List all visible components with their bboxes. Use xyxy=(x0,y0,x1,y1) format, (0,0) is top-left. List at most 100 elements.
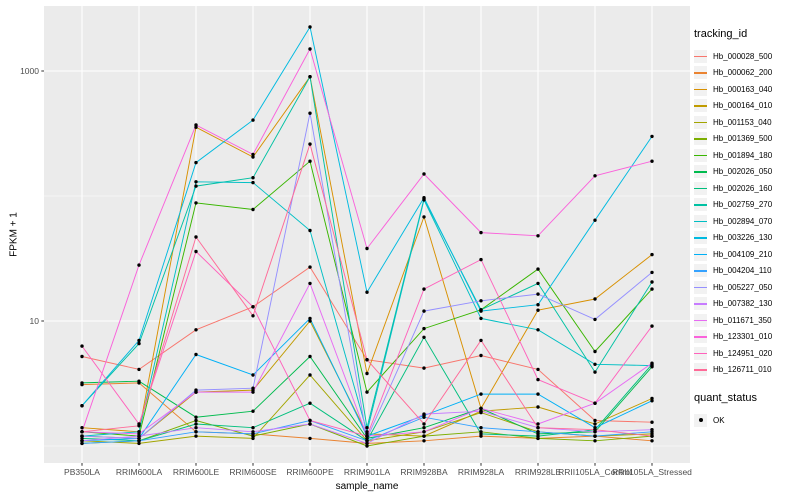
data-point xyxy=(650,420,654,424)
legend-item-label: Hb_004204_110 xyxy=(713,266,772,276)
data-point xyxy=(650,280,654,284)
data-point xyxy=(137,441,141,446)
data-point xyxy=(365,426,369,430)
data-point xyxy=(308,354,312,359)
legend-item-Hb_001894_180: Hb_001894_180 xyxy=(694,147,800,164)
legend-key xyxy=(694,264,707,278)
legend-key xyxy=(694,66,707,80)
legend-title-quant-status: quant_status xyxy=(694,392,757,404)
y-axis-title: FPKM + 1 xyxy=(8,212,20,257)
data-point xyxy=(137,439,141,443)
data-point xyxy=(194,328,198,332)
legend-item-Hb_002026_160: Hb_002026_160 xyxy=(694,180,800,197)
legend-item-label: Hb_000062_200 xyxy=(713,68,773,78)
legend-item-label: Hb_000028_500 xyxy=(713,51,773,61)
data-point xyxy=(422,196,426,200)
data-point xyxy=(479,426,483,430)
data-point xyxy=(593,418,597,423)
data-point xyxy=(194,418,198,423)
legend-item-label: Hb_000164_010 xyxy=(713,101,773,111)
data-point xyxy=(365,246,369,251)
data-point xyxy=(536,434,540,438)
data-point xyxy=(593,401,597,405)
data-point xyxy=(479,432,483,436)
legend-item-label: Hb_011671_350 xyxy=(713,315,772,325)
x-tick-label: RRIM600LE xyxy=(173,467,220,477)
data-point xyxy=(365,434,369,438)
data-point xyxy=(137,263,141,267)
data-point xyxy=(308,159,312,163)
legend-item-Hb_004109_210: Hb_004109_210 xyxy=(694,246,800,263)
data-point xyxy=(137,424,141,428)
legend-key xyxy=(694,330,707,344)
data-point xyxy=(422,287,426,291)
data-point xyxy=(650,428,654,432)
data-point xyxy=(650,252,654,257)
data-point xyxy=(650,270,654,275)
legend-item-label: Hb_002894_070 xyxy=(713,216,773,226)
x-tick-label: RRIM600SE xyxy=(229,467,277,477)
data-point xyxy=(536,328,540,332)
legend-item-Hb_007382_130: Hb_007382_130 xyxy=(694,296,800,313)
data-point xyxy=(80,426,84,430)
legend-item-label: Hb_002026_050 xyxy=(713,167,773,177)
data-point xyxy=(251,118,255,122)
legend-swatch-line xyxy=(694,55,707,58)
data-point xyxy=(194,123,198,127)
data-point xyxy=(422,309,426,313)
legend-key xyxy=(694,49,707,63)
data-point xyxy=(194,184,198,188)
legend-item-Hb_124951_020: Hb_124951_020 xyxy=(694,345,800,362)
legend-key xyxy=(694,181,707,195)
data-point xyxy=(194,434,198,438)
data-point xyxy=(422,426,426,430)
data-point xyxy=(536,405,540,409)
data-point xyxy=(80,354,84,359)
legend-item-label: Hb_123301_010 xyxy=(713,332,773,342)
data-point xyxy=(365,390,369,394)
legend-item-label: Hb_007382_130 xyxy=(713,299,773,309)
legend-item-Hb_011671_350: Hb_011671_350 xyxy=(694,312,800,329)
data-point xyxy=(650,134,654,139)
data-point xyxy=(593,428,597,432)
data-point xyxy=(251,305,255,309)
data-point xyxy=(308,142,312,146)
legend-swatch-line xyxy=(694,352,707,355)
data-point xyxy=(650,361,654,365)
legend-key xyxy=(694,115,707,129)
data-point xyxy=(194,249,198,254)
axes: 10 1000 PB350LA RRIM600LA RRIM600LE RRIM600SE… xyxy=(20,66,692,477)
gridlines xyxy=(44,6,690,463)
legend-item-label: Hb_002026_160 xyxy=(713,183,773,193)
data-point xyxy=(650,439,654,443)
data-point xyxy=(593,422,597,426)
data-point xyxy=(308,319,312,323)
legend-swatch-line xyxy=(694,369,707,371)
legend-panel: tracking_id Hb_000028_500 Hb_000062_200 Hb… xyxy=(694,28,800,429)
data-point xyxy=(365,430,369,434)
data-point xyxy=(80,404,84,408)
data-point xyxy=(80,441,84,446)
legend-item-label: OK xyxy=(713,415,725,425)
data-point xyxy=(422,434,426,438)
legend-item-Hb_000164_010: Hb_000164_010 xyxy=(694,98,800,115)
data-point xyxy=(365,441,369,446)
legend-item-label: Hb_005227_050 xyxy=(713,282,773,292)
legend-title-tracking-id: tracking_id xyxy=(694,28,748,40)
legend-item-Hb_000062_200: Hb_000062_200 xyxy=(694,65,800,82)
data-point xyxy=(422,215,426,219)
legend-key xyxy=(694,82,707,96)
legend-key xyxy=(694,297,707,311)
data-point xyxy=(422,439,426,443)
data-point xyxy=(422,430,426,434)
data-point xyxy=(536,392,540,396)
data-point xyxy=(479,392,483,396)
legend-item-Hb_005227_050: Hb_005227_050 xyxy=(694,279,800,296)
data-point xyxy=(422,422,426,426)
data-point xyxy=(422,366,426,370)
data-point xyxy=(308,418,312,423)
data-point xyxy=(137,379,141,383)
data-point xyxy=(479,230,483,235)
data-point xyxy=(365,371,369,376)
